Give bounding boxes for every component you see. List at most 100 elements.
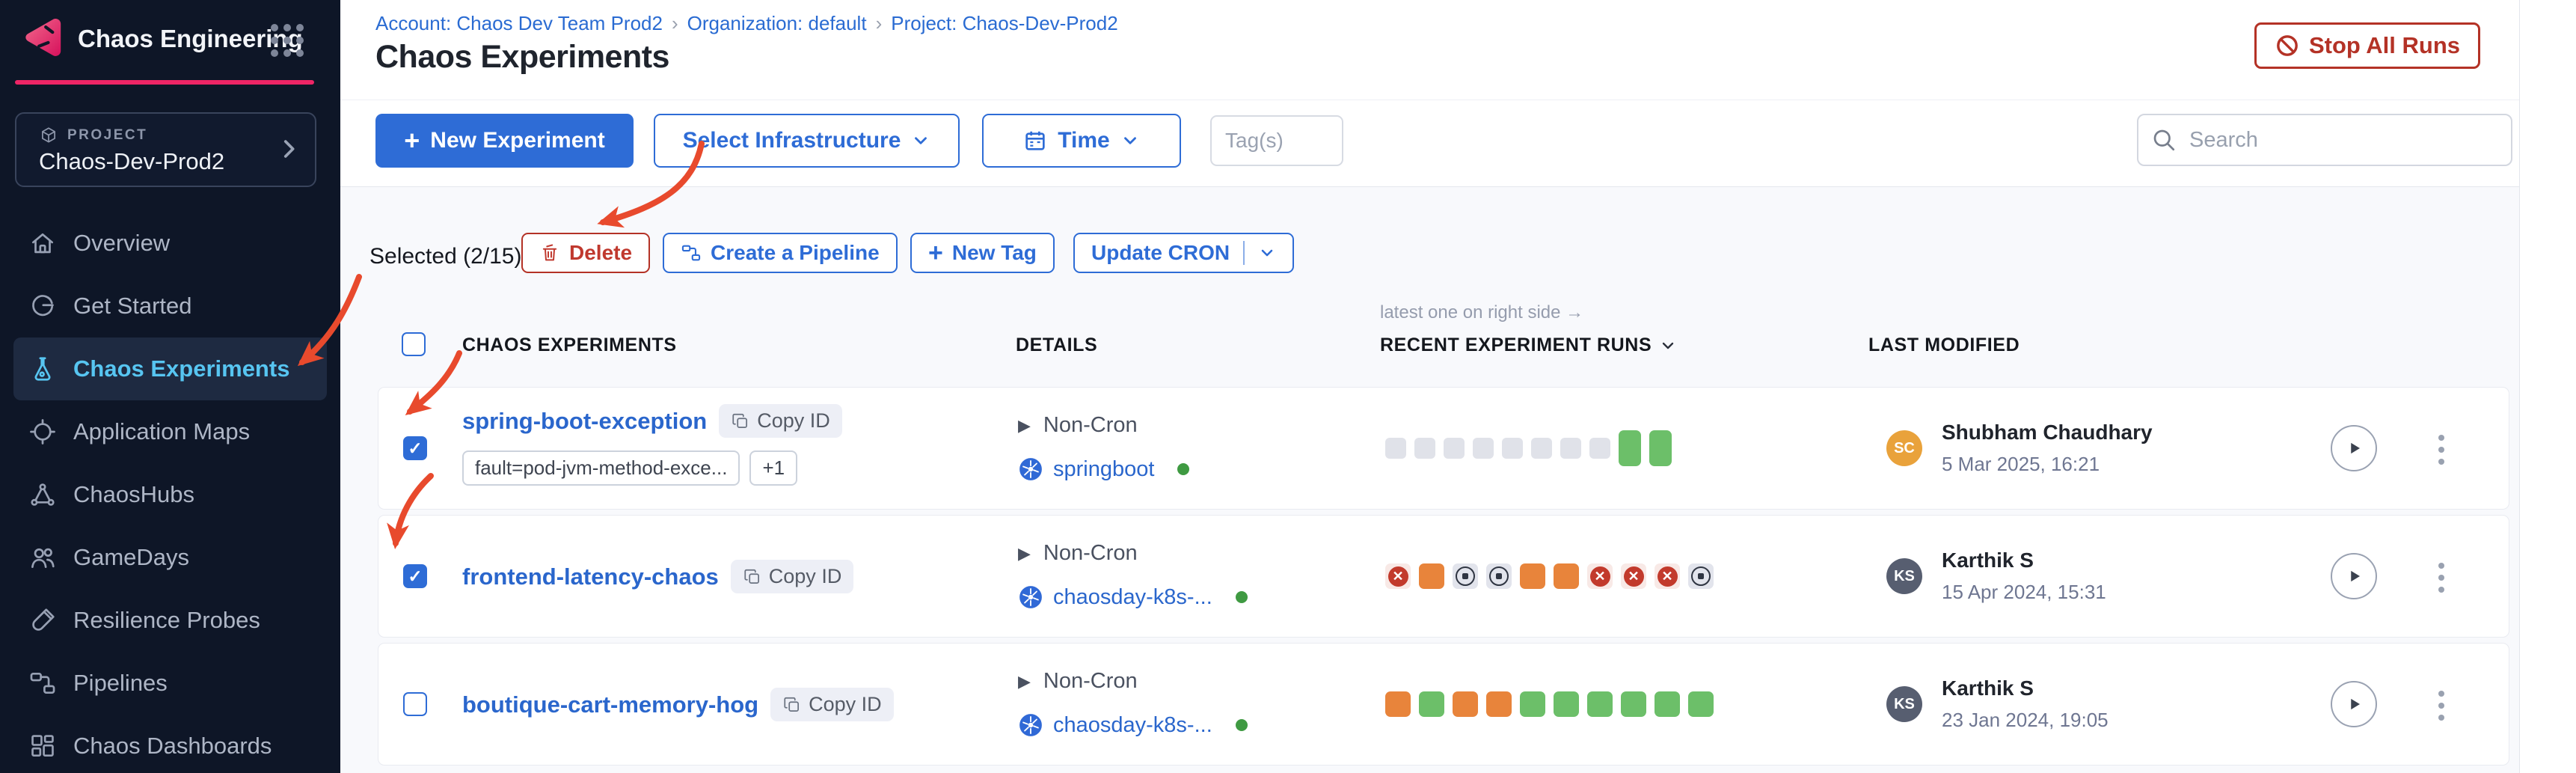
- run-status-stopped[interactable]: [1486, 563, 1512, 589]
- run-status-passed[interactable]: [1688, 691, 1714, 717]
- select-infrastructure-dropdown[interactable]: Select Infrastructure: [654, 114, 960, 168]
- run-experiment-button[interactable]: [2331, 681, 2377, 727]
- breadcrumb-link[interactable]: Project: Chaos-Dev-Prod2: [891, 12, 1118, 34]
- run-status-failed[interactable]: ✕: [1385, 563, 1411, 589]
- breadcrumb-separator: ›: [875, 12, 883, 34]
- infrastructure-link[interactable]: chaosday-k8s-...: [1053, 712, 1212, 737]
- run-status-running[interactable]: [1385, 691, 1411, 717]
- module-switcher-icon[interactable]: [271, 24, 304, 57]
- copy-id-button[interactable]: Copy ID: [770, 688, 894, 721]
- new-tag-button[interactable]: + New Tag: [910, 233, 1055, 273]
- copy-id-button[interactable]: Copy ID: [719, 404, 842, 438]
- experiment-name-link[interactable]: frontend-latency-chaos: [462, 563, 719, 590]
- search-input[interactable]: [2137, 114, 2512, 166]
- run-status-none[interactable]: [1414, 438, 1435, 459]
- row-menu-button[interactable]: [2437, 561, 2446, 594]
- sidebar-item-label: Chaos Experiments: [73, 355, 290, 382]
- run-status-passed_latest[interactable]: [1649, 430, 1672, 466]
- run-status-passed[interactable]: [1587, 691, 1613, 717]
- run-status-passed[interactable]: [1520, 691, 1545, 717]
- flask-icon: [28, 355, 57, 383]
- run-status-running[interactable]: [1486, 691, 1512, 717]
- last-modified-cell: Karthik S 15 Apr 2024, 15:31: [1942, 549, 2106, 604]
- last-modified-cell: Shubham Chaudhary 5 Mar 2025, 16:21: [1942, 421, 2153, 476]
- scrollbar-gutter[interactable]: [2519, 0, 2576, 773]
- experiment-name-link[interactable]: boutique-cart-memory-hog: [462, 691, 759, 718]
- sidebar-item-label: Application Maps: [73, 418, 251, 444]
- project-selector[interactable]: PROJECT Chaos-Dev-Prod2: [15, 112, 316, 187]
- row-checkbox[interactable]: ✓: [403, 436, 427, 460]
- time-filter-dropdown[interactable]: Time: [982, 114, 1181, 168]
- expand-icon[interactable]: ▶: [1018, 415, 1031, 435]
- delete-button[interactable]: Delete: [521, 233, 651, 273]
- sidebar-item-label: Resilience Probes: [73, 607, 260, 633]
- run-status-none[interactable]: [1560, 438, 1581, 459]
- infrastructure-link[interactable]: springboot: [1053, 456, 1155, 481]
- select-all-checkbox[interactable]: [402, 332, 426, 356]
- dashboard-icon: [28, 732, 57, 760]
- sidebar-item-chaos-experiments[interactable]: Chaos Experiments: [13, 337, 327, 400]
- brand-divider: [15, 80, 314, 85]
- sidebar-item-application-maps[interactable]: Application Maps: [13, 400, 327, 463]
- run-status-passed[interactable]: [1655, 691, 1680, 717]
- run-status-running[interactable]: [1520, 563, 1545, 589]
- experiment-name-link[interactable]: spring-boot-exception: [462, 407, 708, 434]
- run-status-none[interactable]: [1502, 438, 1523, 459]
- run-experiment-button[interactable]: [2331, 425, 2377, 471]
- run-status-running[interactable]: [1453, 691, 1478, 717]
- sidebar-item-chaoshubs[interactable]: ChaosHubs: [13, 463, 327, 526]
- sidebar-item-label: Get Started: [73, 293, 192, 319]
- row-checkbox[interactable]: [403, 692, 427, 716]
- run-status-passed[interactable]: [1419, 691, 1444, 717]
- runs-order-hint: latest one on right side →: [1380, 302, 1584, 323]
- run-status-passed[interactable]: [1621, 691, 1646, 717]
- run-status-none[interactable]: [1473, 438, 1494, 459]
- sidebar-item-gamedays[interactable]: GameDays: [13, 526, 327, 589]
- sidebar-item-get-started[interactable]: Get Started: [13, 275, 327, 337]
- modified-by-name: Shubham Chaudhary: [1942, 421, 2153, 444]
- tags-filter-input[interactable]: [1210, 115, 1343, 166]
- run-experiment-button[interactable]: [2331, 553, 2377, 599]
- breadcrumb-link[interactable]: Organization: default: [687, 12, 867, 34]
- run-status-passed_latest[interactable]: [1619, 430, 1641, 466]
- copy-id-button[interactable]: Copy ID: [730, 560, 854, 593]
- run-status-running[interactable]: [1419, 563, 1444, 589]
- run-status-none[interactable]: [1444, 438, 1465, 459]
- trash-icon: [542, 244, 557, 261]
- run-status-stopped[interactable]: [1453, 563, 1478, 589]
- row-menu-button[interactable]: [2437, 433, 2446, 466]
- run-status-failed[interactable]: ✕: [1655, 563, 1680, 589]
- sidebar-item-pipelines[interactable]: Pipelines: [13, 652, 327, 715]
- harness-chaos-logo-icon: [19, 13, 67, 61]
- run-status-none[interactable]: [1385, 438, 1406, 459]
- modified-by-name: Karthik S: [1942, 549, 2034, 572]
- run-status-none[interactable]: [1589, 438, 1610, 459]
- new-experiment-button[interactable]: + New Experiment: [375, 114, 634, 168]
- create-pipeline-button[interactable]: Create a Pipeline: [663, 233, 898, 273]
- update-cron-button[interactable]: Update CRON: [1073, 233, 1295, 273]
- run-status-passed[interactable]: [1554, 691, 1579, 717]
- sidebar-item-overview[interactable]: Overview: [13, 212, 327, 275]
- run-status-stopped[interactable]: [1688, 563, 1714, 589]
- play-icon: [2343, 693, 2365, 715]
- experiments-list: ✓ spring-boot-exception Copy ID fault=pod-j…: [378, 387, 2509, 771]
- run-status-failed[interactable]: ✕: [1587, 563, 1613, 589]
- run-status-failed[interactable]: ✕: [1621, 563, 1646, 589]
- search-box: [2137, 114, 2512, 166]
- stop-all-runs-button[interactable]: Stop All Runs: [2254, 22, 2480, 69]
- run-status-running[interactable]: [1554, 563, 1579, 589]
- column-header-runs[interactable]: RECENT EXPERIMENT RUNS: [1380, 334, 1677, 356]
- plus-icon: +: [928, 238, 943, 267]
- more-tags-chip[interactable]: +1: [749, 450, 798, 486]
- sidebar-item-chaos-dashboards[interactable]: Chaos Dashboards: [13, 715, 327, 773]
- expand-icon[interactable]: ▶: [1018, 543, 1031, 563]
- sidebar-item-resilience-probes[interactable]: Resilience Probes: [13, 589, 327, 652]
- row-checkbox[interactable]: ✓: [403, 564, 427, 588]
- row-menu-button[interactable]: [2437, 689, 2446, 722]
- run-status-none[interactable]: [1531, 438, 1552, 459]
- expand-icon[interactable]: ▶: [1018, 671, 1031, 691]
- breadcrumb-link[interactable]: Account: Chaos Dev Team Prod2: [375, 12, 663, 34]
- modified-date: 23 Jan 2024, 19:05: [1942, 709, 2109, 731]
- infrastructure-link[interactable]: chaosday-k8s-...: [1053, 584, 1212, 609]
